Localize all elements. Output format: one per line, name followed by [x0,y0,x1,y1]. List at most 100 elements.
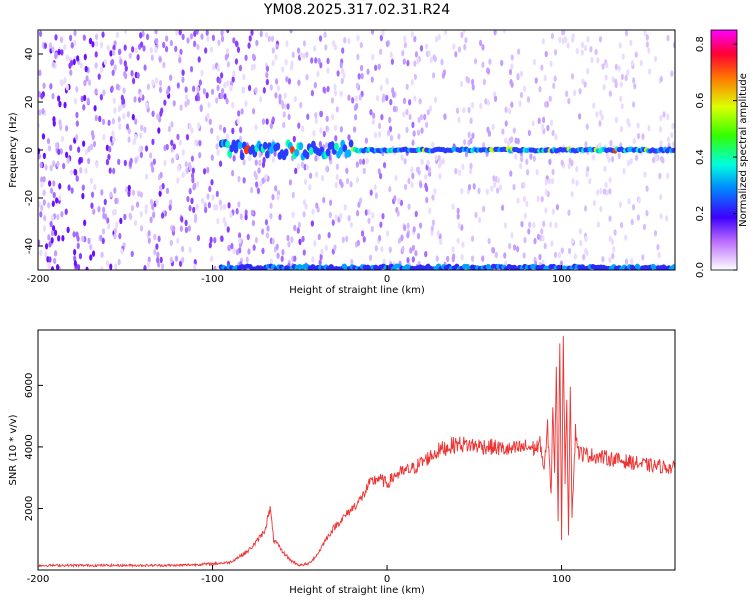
heatmap-cell [305,164,310,171]
heatmap-cell [60,49,64,56]
heatmap-cell [525,158,529,165]
heatmap-cell [134,118,138,125]
heatmap-cell [516,72,520,80]
heatmap-cell [75,86,79,93]
heatmap-cell [161,182,165,190]
heatmap-cell [189,65,194,73]
heatmap-cell [359,41,363,49]
heatmap-cell [629,39,633,47]
heatmap-cell [39,161,43,169]
snr-plot-area [38,330,675,570]
heatmap-cell [246,233,250,241]
heatmap-cell [264,173,268,181]
heatmap-cell [124,72,128,80]
heatmap-cell [224,54,228,61]
heatmap-cell [121,98,126,105]
heatmap-cell [636,132,641,140]
heatmap-cell [360,72,364,80]
heatmap-cell [120,248,124,255]
heatmap-cell [611,76,615,83]
heatmap-cell [642,223,647,231]
heatmap-cell [73,39,77,47]
heatmap-cell [207,201,212,209]
heatmap-cell [426,109,430,116]
heatmap-cell [218,124,223,131]
heatmap-cell [652,156,656,164]
heatmap-cell [234,58,239,65]
heatmap-cell [273,150,277,157]
colorbar-tick-label: 0.0 [695,262,706,278]
heatmap-cell [504,137,508,144]
heatmap-cell [67,184,71,191]
snr-x-tick-label: -200 [27,574,50,585]
spectrogram-x-ticks: -200 -100 0 100 [27,265,571,285]
heatmap-cell [578,88,582,95]
heatmap-cell [185,167,189,175]
heatmap-cell [469,137,473,145]
heatmap-cell [417,169,421,176]
heatmap-cell [77,146,81,153]
heatmap-cell [510,232,514,239]
heatmap-cell [310,220,314,227]
heatmap-cell [325,165,329,173]
heatmap-cell [157,235,161,243]
heatmap-cell [523,212,527,220]
heatmap-cell [608,176,612,183]
heatmap-cell [43,42,48,49]
heatmap-cell [357,73,361,80]
heatmap-cell [73,97,78,105]
heatmap-cell [643,30,647,37]
heatmap-cell [56,160,60,168]
heatmap-cell [225,97,229,105]
heatmap-cell [461,163,465,171]
heatmap-cell [516,197,520,204]
heatmap-cell [350,258,354,266]
heatmap-cell [624,234,628,241]
heatmap-cell [467,183,472,191]
heatmap-cell [76,55,80,62]
heatmap-cell [137,190,141,197]
heatmap-cell [254,236,259,244]
heatmap-cell [181,256,185,264]
heatmap-cell [57,148,61,156]
heatmap-cell [403,35,407,43]
heatmap-cell [227,244,231,252]
heatmap-cell [393,195,397,202]
heatmap-cell [514,153,518,160]
heatmap-cell [659,213,663,220]
heatmap-cell [226,30,230,34]
heatmap-cell [362,167,366,175]
heatmap-cell [50,266,55,270]
heatmap-cell [232,37,236,44]
heatmap-cell [403,41,408,49]
heatmap-cell [38,201,41,208]
heatmap-cell [251,53,256,60]
heatmap-cell [664,215,669,222]
heatmap-cell [269,212,273,220]
heatmap-cell [328,211,333,219]
heatmap-cell [630,59,634,67]
heatmap-cell [99,234,103,242]
heatmap-cell [91,41,95,48]
heatmap-cell [666,136,671,143]
heatmap-cell [491,247,496,254]
heatmap-cell [414,51,419,58]
heatmap-cell [420,158,424,165]
heatmap-cell [661,157,665,164]
heatmap-cell [430,225,434,232]
heatmap-cell [633,83,637,90]
heatmap-cell [314,155,318,162]
heatmap-cell [185,133,190,141]
heatmap-cell [345,235,349,243]
heatmap-cell [570,191,574,198]
heatmap-cell [169,74,173,81]
heatmap-cell [653,55,658,63]
heatmap-cell [341,236,345,244]
heatmap-cell [570,73,575,80]
heatmap-cell [112,49,116,56]
heatmap-cell [73,248,77,256]
heatmap-cell [267,35,271,43]
heatmap-cell [583,205,588,212]
heatmap-cell [614,116,619,124]
heatmap-cell [188,246,192,253]
